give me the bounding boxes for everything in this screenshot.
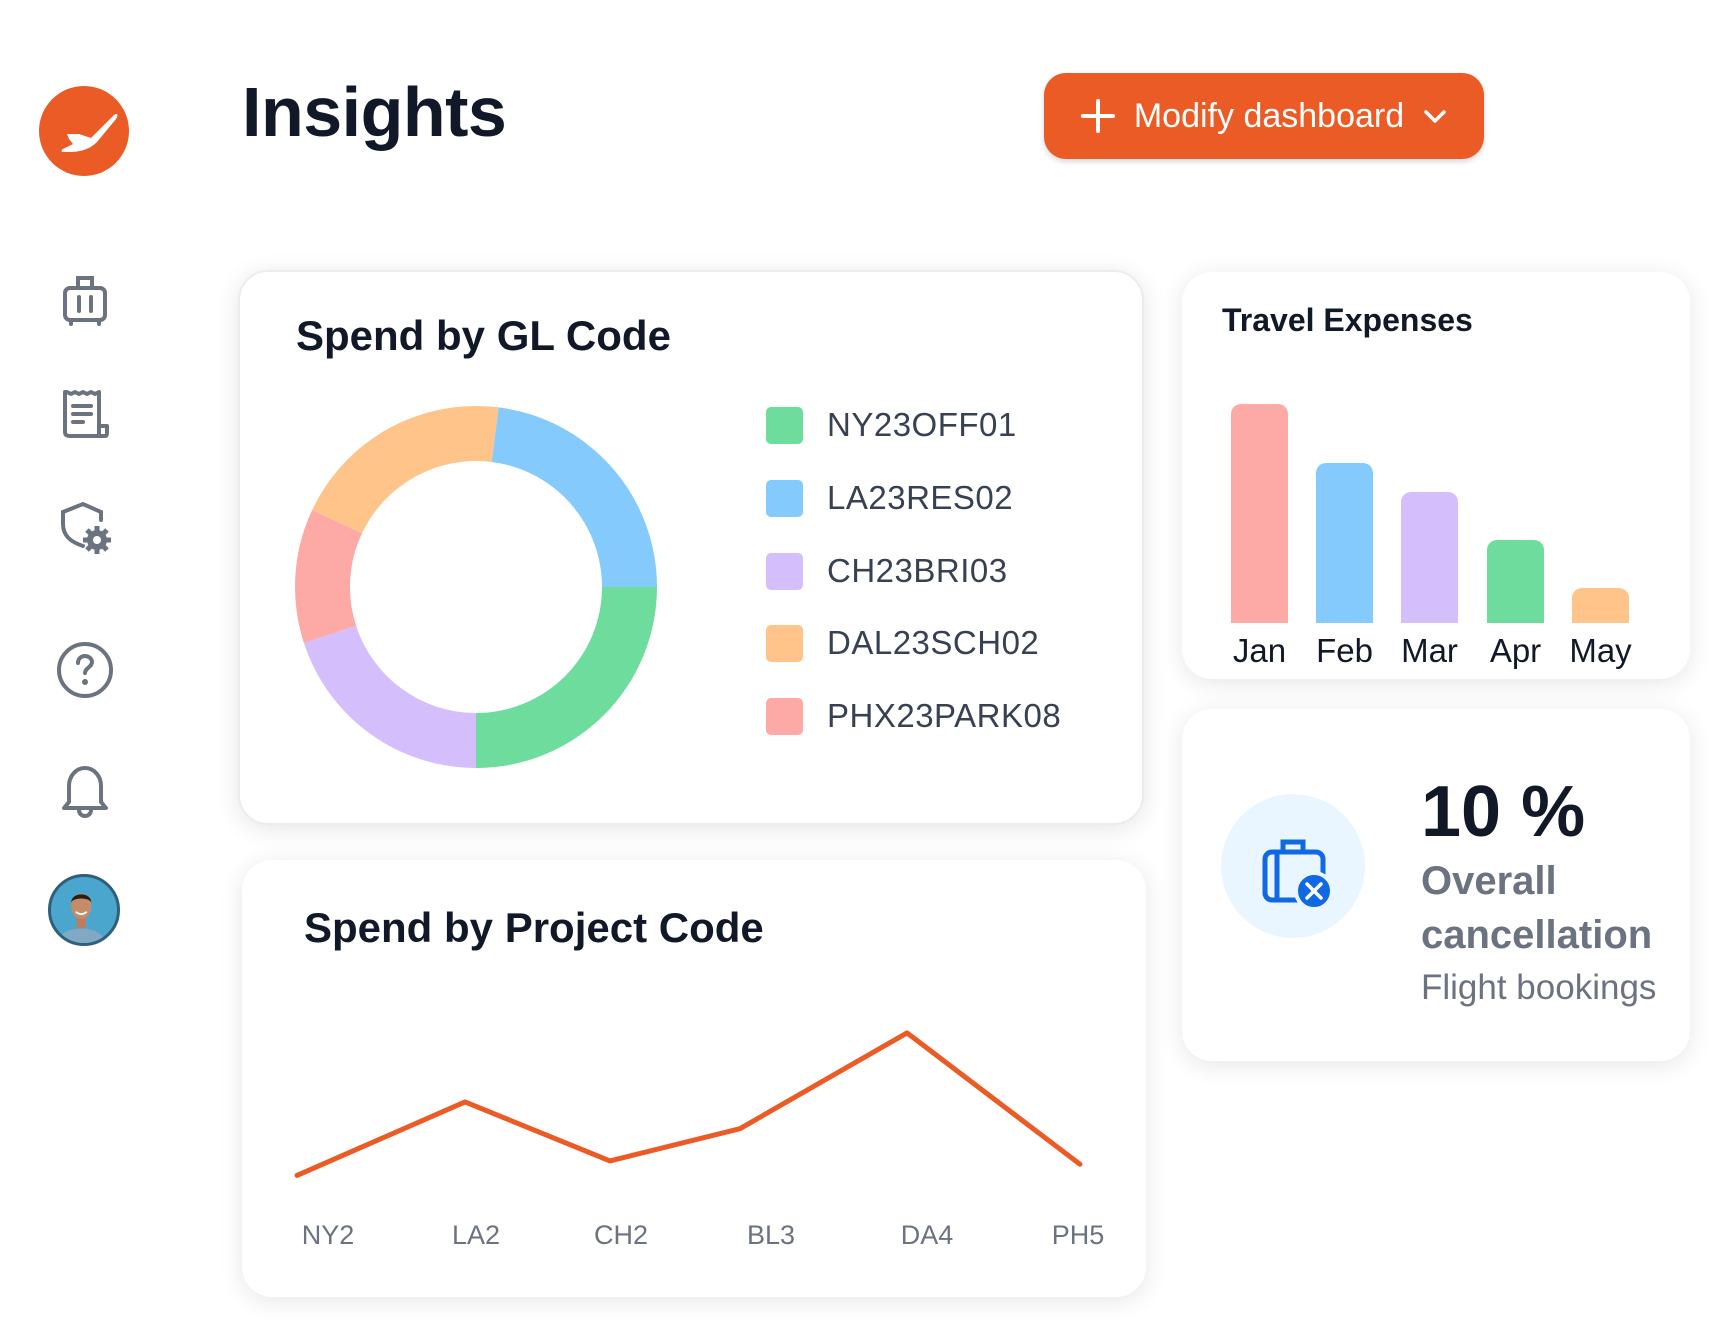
legend-label: DAL23SCH02 (827, 624, 1040, 661)
legend-swatch (766, 479, 803, 517)
x-tick-label: PH5 (1051, 1220, 1105, 1250)
legend-item: LA23RES02 (766, 479, 1013, 517)
gl-donut-chart (295, 406, 657, 768)
bar-feb (1316, 463, 1373, 623)
legend-label: CH23BRI03 (827, 552, 1008, 589)
legend-label: NY23OFF01 (827, 406, 1017, 443)
cancellation-value: 10 % (1421, 772, 1586, 852)
receipt-icon (63, 390, 109, 438)
x-tick-label: DA4 (900, 1220, 954, 1250)
donut-segment-ch23bri03 (303, 625, 476, 768)
sidebar-item-notifications[interactable] (55, 760, 115, 820)
card-title: Spend by GL Code (296, 312, 671, 359)
legend-swatch (766, 624, 803, 662)
luggage-icon (63, 276, 107, 326)
legend-item: DAL23SCH02 (766, 624, 1039, 662)
app-logo[interactable] (39, 86, 129, 176)
donut-segment-ny23off01 (476, 587, 657, 768)
bar-label: Mar (1401, 632, 1458, 669)
donut-segment-dal23sch02 (312, 406, 499, 534)
legend-item: CH23BRI03 (766, 552, 1008, 590)
legend-item: PHX23PARK08 (766, 697, 1061, 735)
x-tick-label: NY2 (301, 1220, 355, 1250)
project-line-chart (294, 1030, 1083, 1178)
sidebar-item-expenses[interactable] (55, 384, 115, 444)
chevron-down-icon (1424, 110, 1446, 123)
bar-label: Apr (1489, 632, 1542, 669)
cancellation-icon-circle (1221, 794, 1365, 938)
bell-icon (62, 766, 108, 819)
plus-icon (1080, 99, 1115, 133)
bar-mar (1401, 491, 1458, 623)
x-tick-label: CH2 (593, 1220, 648, 1250)
luggage-cancel-icon (1262, 839, 1334, 911)
x-tick-label: LA2 (451, 1220, 501, 1250)
spend-by-project-code-card: Spend by Project Code (242, 860, 1146, 1297)
card-title: Travel Expenses (1222, 302, 1473, 338)
cancellation-label-line1: Overall (1421, 859, 1557, 903)
sidebar-item-policy-settings[interactable] (55, 498, 115, 558)
sidebar-item-trips[interactable] (55, 270, 115, 330)
legend-label: PHX23PARK08 (827, 697, 1062, 734)
avatar[interactable] (48, 874, 120, 946)
legend-swatch (766, 406, 803, 444)
cancellation-sublabel: Flight bookings (1421, 968, 1657, 1007)
page-title: Insights (242, 73, 507, 151)
help-icon (57, 642, 113, 698)
user-photo (57, 893, 106, 943)
card-title: Spend by Project Code (304, 904, 764, 951)
bar-apr (1487, 539, 1544, 623)
legend-item: NY23OFF01 (766, 406, 1017, 444)
modify-dashboard-button[interactable]: Modify dashboard (1044, 73, 1484, 159)
bar-may (1572, 587, 1629, 623)
bar-label: Jan (1232, 632, 1287, 669)
legend-swatch (766, 697, 803, 735)
line-series (294, 1030, 1083, 1178)
cancellation-card: 10 % Overall cancellation Flight booking… (1182, 709, 1690, 1061)
bar-label: May (1569, 632, 1632, 669)
airplane-icon (61, 113, 118, 152)
x-tick-label: BL3 (746, 1220, 796, 1250)
cancellation-label-line2: cancellation (1421, 913, 1653, 957)
legend-swatch (766, 552, 803, 590)
sidebar-item-help[interactable] (55, 640, 115, 700)
bar-label: Feb (1316, 632, 1373, 669)
bar-jan (1231, 404, 1288, 623)
modify-dashboard-label: Modify dashboard (1133, 96, 1405, 135)
donut-segment-la23res02 (491, 407, 657, 587)
donut-segment-phx23park08 (295, 509, 362, 643)
legend-label: LA23RES02 (827, 479, 1014, 516)
shield-gear-icon (61, 501, 111, 554)
